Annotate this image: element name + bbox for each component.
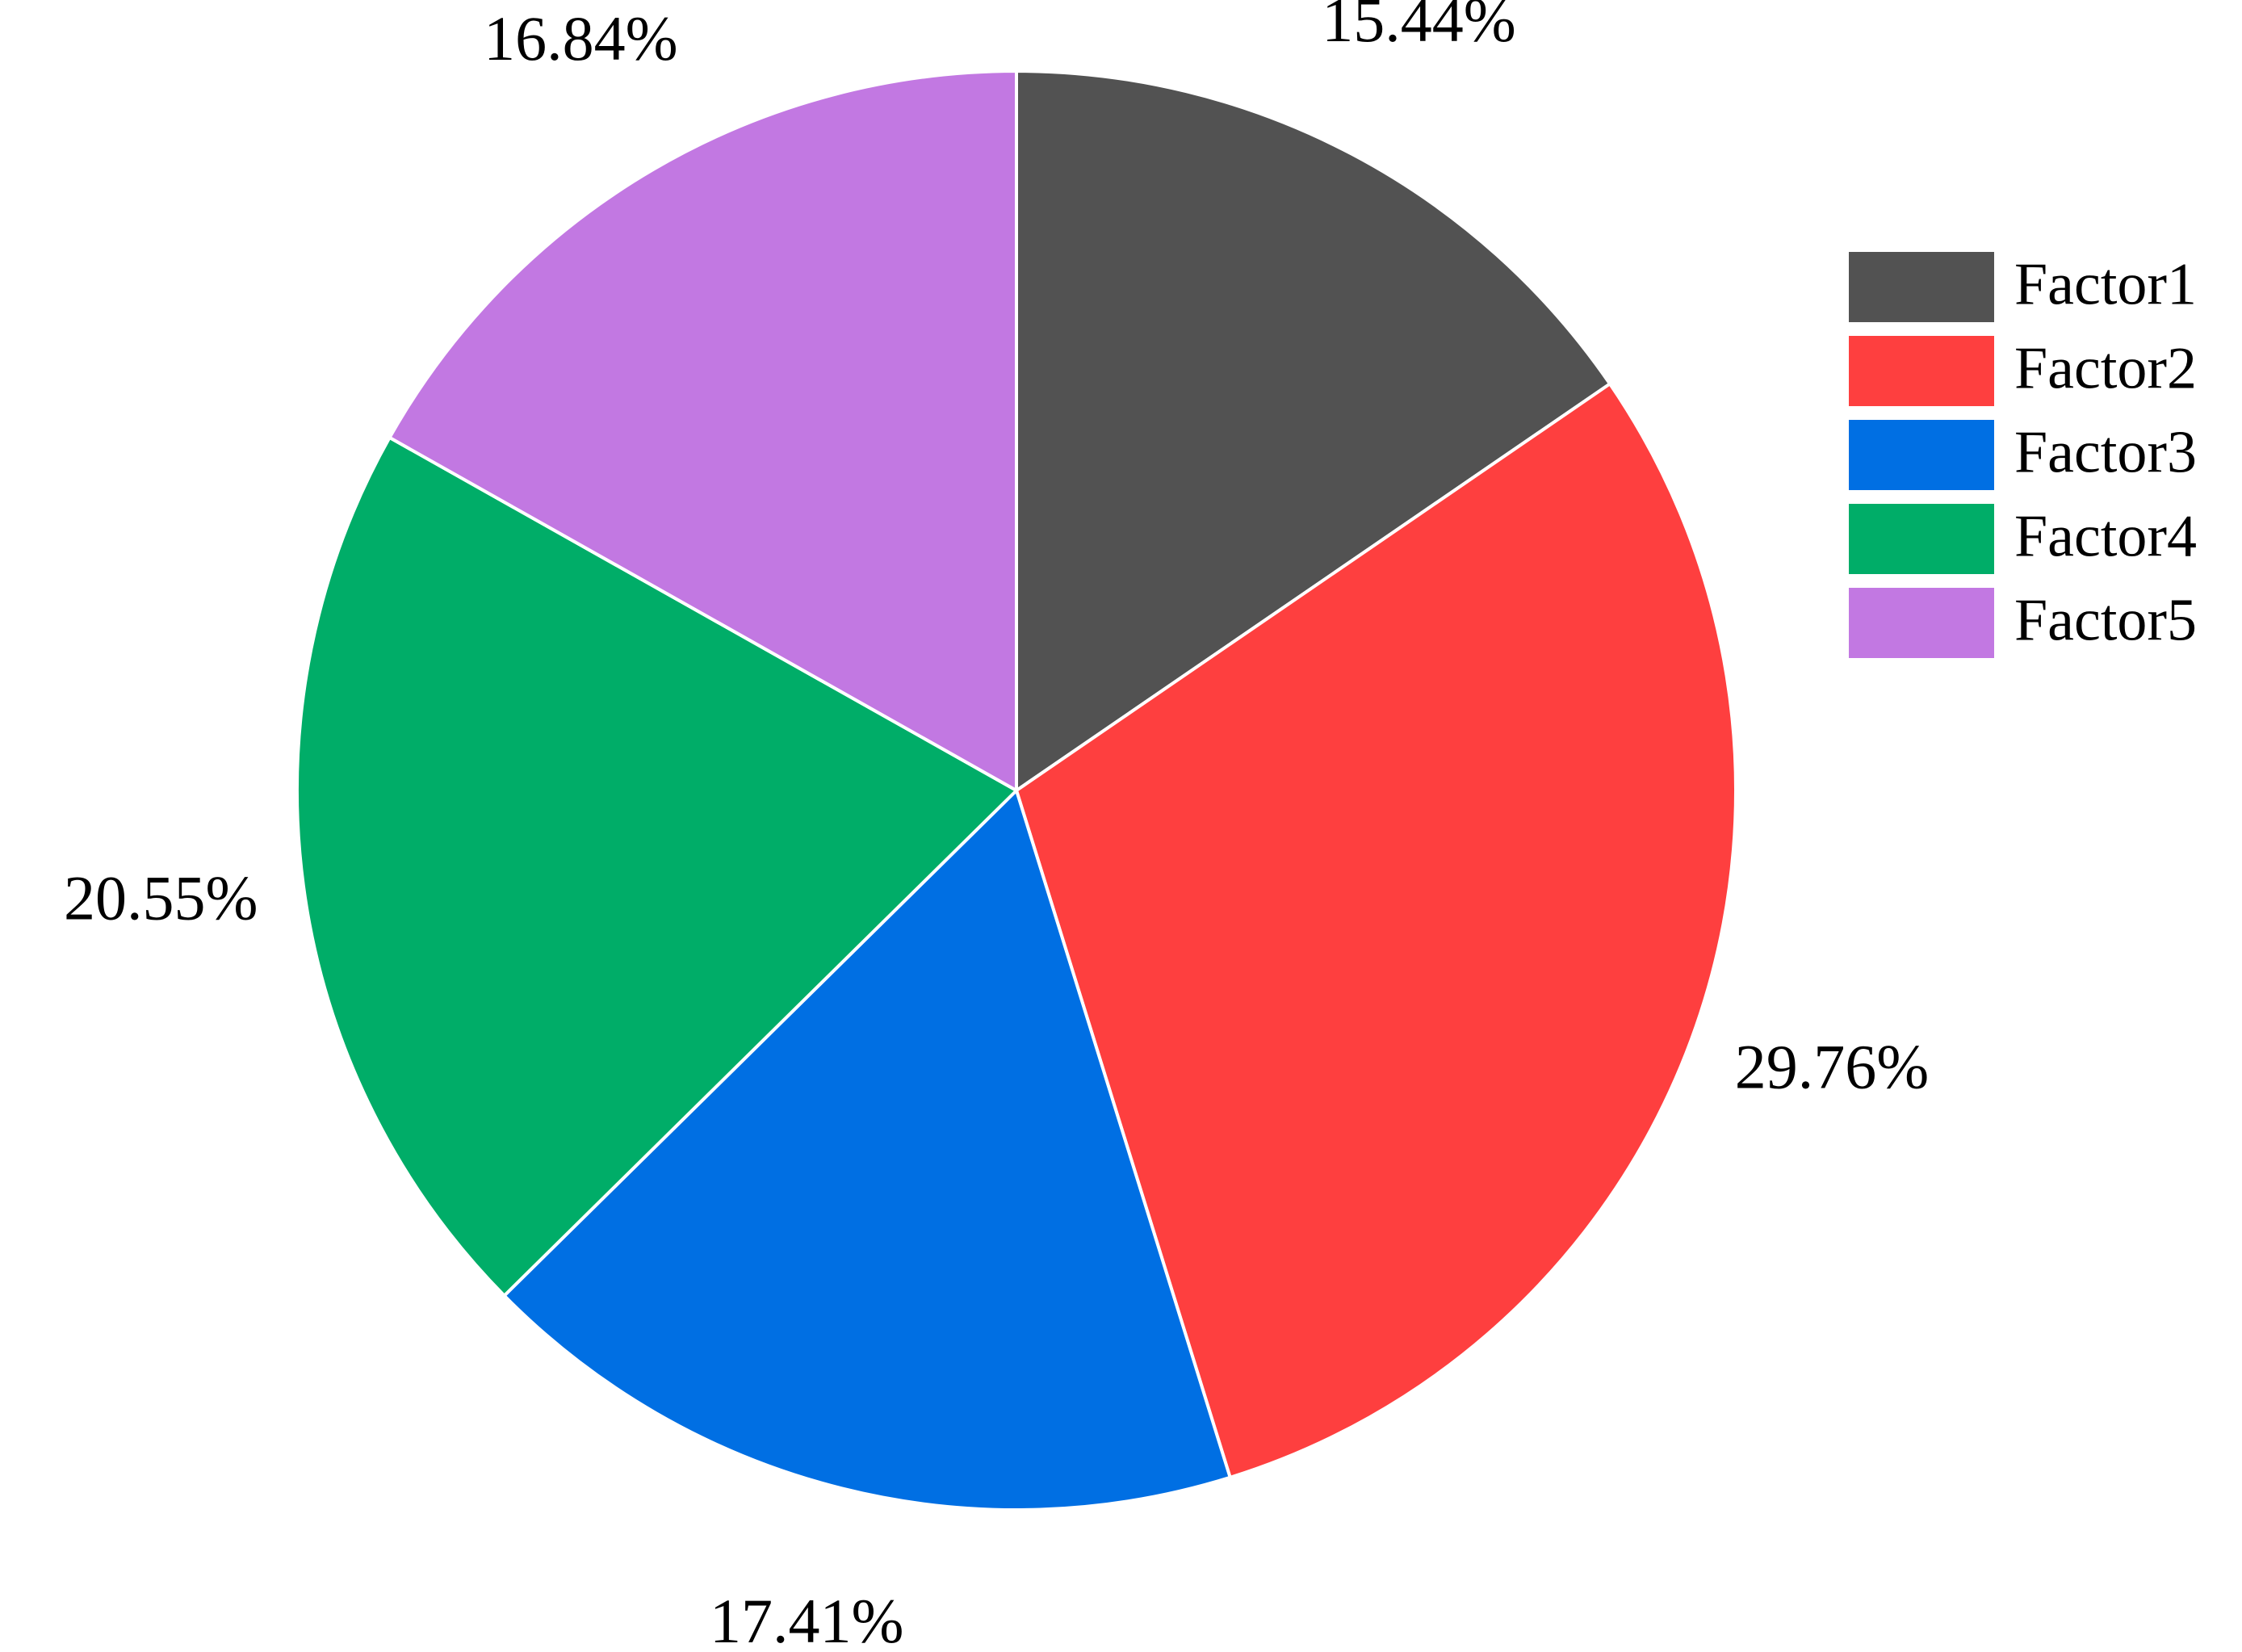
value-label: 29.76% [1735,1032,1929,1102]
legend-label: Factor1 [2014,251,2197,317]
legend-label: Factor4 [2014,503,2197,569]
legend-swatch [1849,252,1994,322]
legend-swatch [1849,504,1994,574]
legend-swatch [1849,420,1994,490]
legend-swatch [1849,588,1994,658]
value-label: 16.84% [484,3,677,73]
legend-label: Factor2 [2014,335,2197,401]
pie-slice [387,69,1018,794]
pie-slice [295,435,1020,1298]
pie-slice [1014,381,1737,1480]
legend-swatch [1849,336,1994,406]
value-label: 15.44% [1322,0,1515,55]
pie-slice [501,787,1233,1512]
pie-slice [1015,69,1612,794]
legend-label: Factor3 [2014,419,2197,485]
value-label: 17.41% [710,1586,903,1652]
legend-label: Factor5 [2014,587,2197,653]
value-label: 20.55% [64,863,258,933]
